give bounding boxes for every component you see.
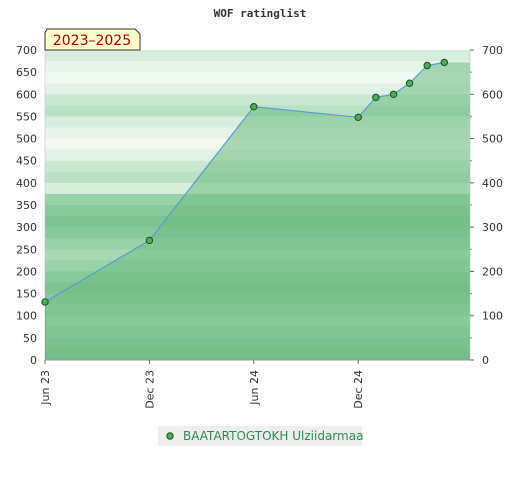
y-axis-left: 0 50 100 150 200 250 300 350 400 450 500 550 600 650 7…: [16, 44, 37, 367]
data-point: [389, 90, 398, 98]
x-axis: Jun 23 Dec 23 Jun 24 Dec 24: [39, 360, 365, 409]
y-tick-label: 150: [16, 288, 37, 301]
y2-tick-label: 700: [482, 44, 503, 57]
y2-tick-label: 400: [482, 177, 503, 190]
data-point: [41, 298, 49, 306]
background-band: [45, 50, 470, 62]
x-tick-label: Jun 23: [39, 370, 52, 406]
y-tick-label: 50: [23, 332, 37, 345]
data-point: [423, 61, 431, 70]
y2-tick-label: 100: [482, 310, 503, 323]
x-tick-label: Dec 23: [143, 370, 156, 409]
y2-tick-label: 600: [482, 88, 503, 101]
y-tick-label: 700: [16, 44, 37, 57]
y2-tick-label: 300: [482, 221, 503, 234]
y-tick-label: 450: [16, 155, 37, 168]
x-tick-label: Jun 24: [248, 370, 261, 406]
period-badge: 2023–2025: [44, 28, 141, 51]
y-tick-label: 400: [16, 177, 37, 190]
background-band: [45, 61, 470, 73]
period-badge-label: 2023–2025: [53, 33, 131, 49]
legend: BAATARTOGTOKH Ulziidarmaa: [158, 426, 363, 446]
series-area: [45, 62, 470, 360]
y-tick-label: 350: [16, 199, 37, 212]
y-tick-label: 600: [16, 88, 37, 101]
data-point: [440, 58, 449, 67]
y-tick-label: 100: [16, 310, 37, 323]
legend-series-label: BAATARTOGTOKH Ulziidarmaa: [183, 429, 363, 443]
y2-tick-label: 500: [482, 133, 503, 146]
legend-box: [158, 426, 362, 446]
y-tick-label: 650: [16, 66, 37, 79]
data-point: [405, 79, 414, 87]
x-tick-label: Dec 24: [352, 370, 365, 409]
data-point: [354, 113, 362, 122]
y-tick-label: 0: [30, 354, 37, 367]
y2-tick-label: 200: [482, 265, 503, 278]
y-tick-label: 300: [16, 221, 37, 234]
legend-marker: [166, 432, 174, 440]
y-tick-label: 500: [16, 133, 37, 146]
data-point: [145, 236, 154, 245]
y-tick-label: 200: [16, 265, 37, 278]
background-band: [45, 83, 470, 95]
background-band: [45, 94, 470, 106]
y-tick-label: 550: [16, 110, 37, 123]
data-point: [372, 93, 380, 102]
y2-tick-label: 0: [482, 354, 489, 367]
y-tick-label: 250: [16, 243, 37, 256]
background-band: [45, 72, 470, 84]
y-axis-right: 0 100 200 300 400 500 600 700: [470, 44, 503, 367]
data-point: [250, 102, 258, 111]
period-badge-box: [44, 28, 141, 51]
data-markers: [41, 58, 449, 306]
chart-title: WOF ratinglist: [214, 7, 307, 20]
